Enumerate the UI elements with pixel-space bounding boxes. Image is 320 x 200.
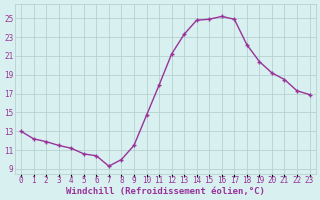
X-axis label: Windchill (Refroidissement éolien,°C): Windchill (Refroidissement éolien,°C)	[66, 187, 265, 196]
